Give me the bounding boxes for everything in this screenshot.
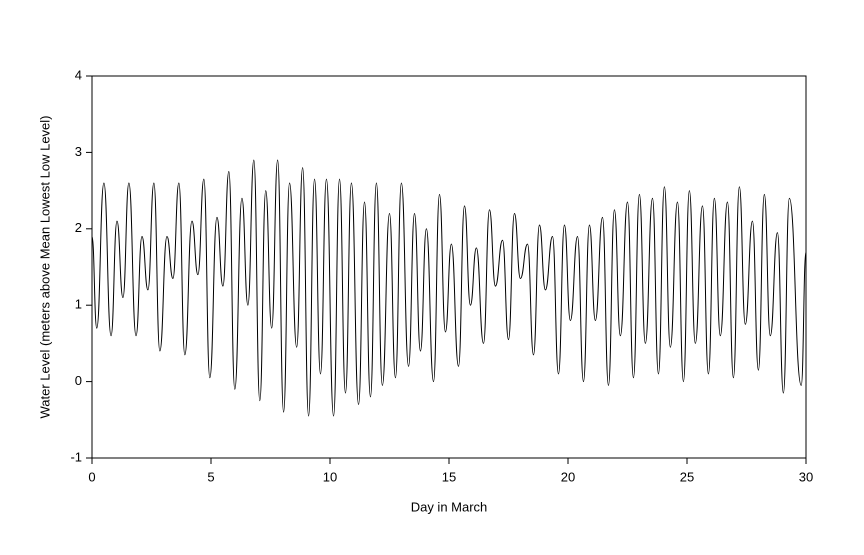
y-tick-label: 0 — [75, 373, 82, 388]
y-tick-label: 4 — [75, 67, 82, 82]
y-tick-label: -1 — [70, 449, 82, 464]
y-tick-label: 2 — [75, 220, 82, 235]
x-axis-label: Day in March — [411, 499, 488, 514]
y-tick-label: 3 — [75, 144, 82, 159]
x-tick-label: 20 — [561, 469, 575, 484]
x-tick-label: 25 — [680, 469, 694, 484]
x-tick-label: 10 — [323, 469, 337, 484]
y-tick-label: 1 — [75, 297, 82, 312]
x-tick-label: 30 — [799, 469, 813, 484]
y-axis-label: Water Level (meters above Mean Lowest Lo… — [37, 116, 52, 419]
x-tick-label: 0 — [88, 469, 95, 484]
x-tick-label: 5 — [207, 469, 214, 484]
line — [91, 159, 807, 417]
x-tick-label: 15 — [442, 469, 456, 484]
